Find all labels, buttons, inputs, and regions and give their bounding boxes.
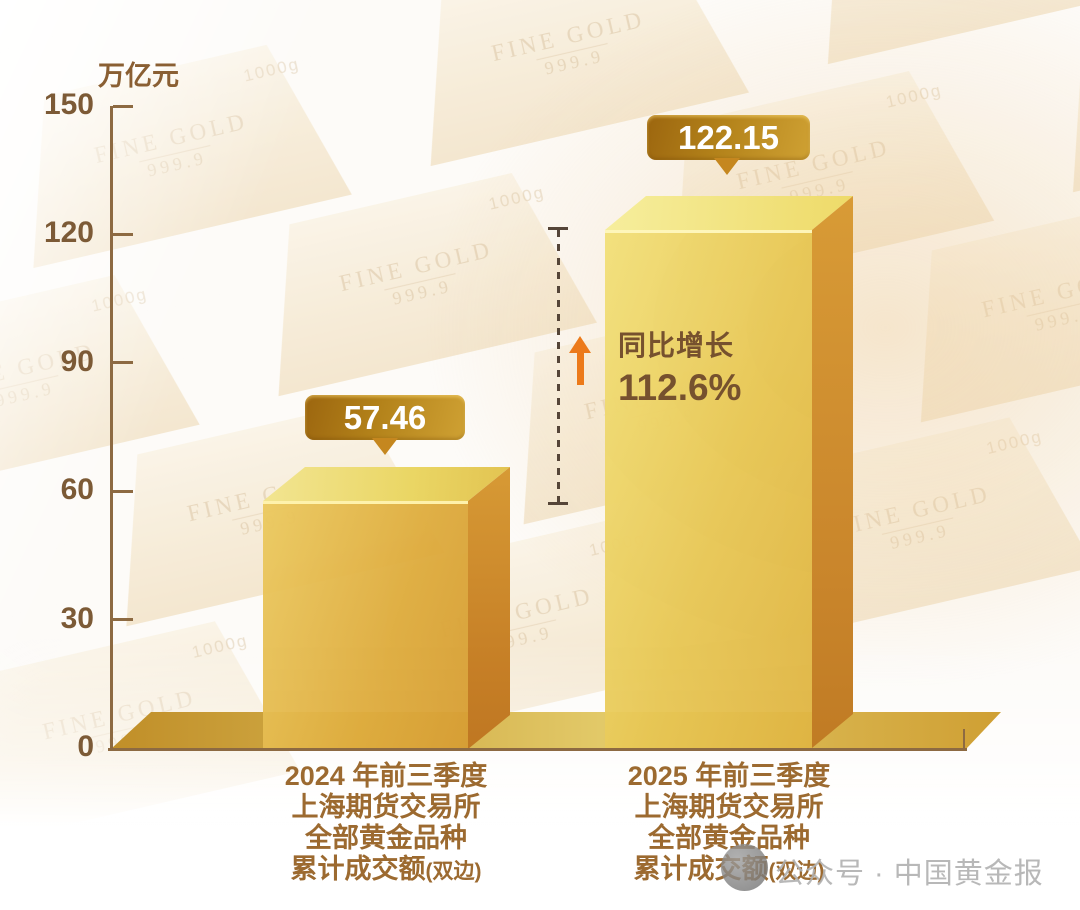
y-tick-mark [113,361,133,364]
y-tick-mark [113,618,133,621]
range-top-cap [548,227,568,230]
caption-2024-line3: 全部黄金品种 [305,823,467,853]
arrow-shaft [576,353,584,385]
caption-2024: 2024 年前三季度 上海期货交易所 全部黄金品种 累计成交额(双边) [226,761,546,887]
y-tick-label: 90 [60,345,94,378]
growth-annotation: 同比增长 112.6% [618,324,741,409]
caption-2024-line2: 上海期货交易所 [291,792,481,822]
caption-2024-line4: 累计成交额(双边) [290,854,482,884]
y-tick-label: 0 [77,730,94,763]
bar-2025-side-face [812,196,853,748]
value-badge-2024: 57.46 [305,395,465,440]
bar-2025-front-face [605,230,812,748]
badge-pointer-2024 [372,438,398,455]
badge-pointer-2025 [714,158,740,175]
caption-2025: 2025 年前三季度 上海期货交易所 全部黄金品种 累计成交额(双边) [569,761,889,887]
growth-value: 112.6% [618,367,742,408]
bar-2024-front-face [263,501,468,749]
y-tick-label: 150 [43,88,94,121]
x-axis-line [108,748,967,751]
caption-2024-line1: 2024 年前三季度 [284,761,488,791]
y-tick-mark [113,105,133,108]
floor-platform [112,712,1001,748]
y-axis-unit-label: 万亿元 [98,61,179,91]
up-arrow-icon [569,336,591,385]
y-tick-mark [113,490,133,493]
caption-2025-line2: 上海期货交易所 [634,792,824,822]
wechat-account-logo-icon [721,844,768,891]
bar-2024 [263,467,510,749]
bar-2025-top-face [605,196,853,230]
range-bottom-cap [548,502,568,505]
x-axis-end-tick [963,729,965,749]
value-badge-2025: 122.15 [647,115,810,160]
arrow-head [569,336,591,353]
y-tick-label: 120 [43,216,94,249]
dashed-line [557,230,560,502]
watermark-text: 公众号 · 中国黄金报 [775,858,1044,890]
y-tick-label: 30 [60,602,94,635]
y-axis-line [110,106,113,751]
bar-2024-top-face [263,467,510,501]
growth-range-dashed-line [548,227,570,505]
y-tick-label: 60 [60,473,94,506]
caption-2025-line3: 全部黄金品种 [648,823,810,853]
growth-label: 同比增长 [618,330,735,361]
bar-2024-side-face [468,467,510,749]
caption-2025-line1: 2025 年前三季度 [627,761,831,791]
bar-2025 [605,196,853,748]
y-tick-mark [113,233,133,236]
